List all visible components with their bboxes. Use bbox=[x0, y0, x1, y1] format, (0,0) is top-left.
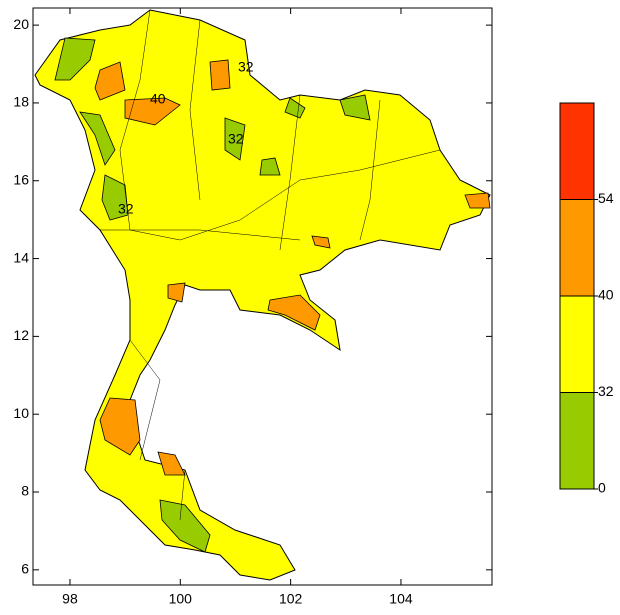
orange-zone bbox=[167, 282, 186, 303]
y-tick-label: 18 bbox=[13, 94, 29, 110]
orange-zone bbox=[157, 451, 186, 476]
contour-label: 32 bbox=[118, 201, 134, 217]
orange-zone bbox=[267, 294, 321, 331]
contour-label: 32 bbox=[228, 131, 244, 147]
contour-label: 32 bbox=[238, 59, 254, 75]
x-tick-label: 102 bbox=[279, 591, 303, 607]
legend-label: 32 bbox=[598, 383, 614, 399]
legend-swatch bbox=[559, 392, 595, 490]
orange-zone bbox=[94, 61, 126, 101]
y-tick-label: 20 bbox=[13, 16, 29, 32]
green-zone bbox=[54, 37, 96, 81]
orange-zone bbox=[124, 97, 181, 126]
legend-label: 40 bbox=[598, 287, 614, 303]
y-tick-label: 10 bbox=[13, 405, 29, 421]
y-tick-label: 8 bbox=[21, 483, 29, 499]
y-tick-label: 14 bbox=[13, 249, 29, 265]
contour-label: 40 bbox=[150, 91, 166, 107]
green-zone bbox=[259, 157, 281, 176]
green-zone bbox=[159, 499, 211, 553]
orange-zone bbox=[209, 59, 231, 91]
x-tick-label: 100 bbox=[169, 591, 193, 607]
legend-swatch bbox=[559, 295, 595, 393]
green-zone bbox=[101, 174, 129, 221]
orange-zone bbox=[99, 397, 141, 456]
orange-zone bbox=[311, 235, 331, 249]
x-tick-label: 104 bbox=[389, 591, 413, 607]
legend-swatch bbox=[559, 199, 595, 297]
green-zone bbox=[339, 94, 371, 121]
green-zone bbox=[79, 111, 116, 166]
legend-label: 0 bbox=[598, 480, 606, 496]
province-borders bbox=[100, 9, 441, 521]
country-outline bbox=[34, 9, 491, 581]
green-zone bbox=[284, 97, 306, 119]
land bbox=[34, 9, 491, 581]
y-tick-label: 16 bbox=[13, 171, 29, 187]
y-tick-label: 12 bbox=[13, 327, 29, 343]
y-tick-label: 6 bbox=[21, 561, 29, 577]
legend-swatch bbox=[559, 102, 595, 200]
orange-zone bbox=[464, 192, 491, 209]
legend-label: 54 bbox=[598, 190, 614, 206]
x-tick-label: 98 bbox=[62, 591, 78, 607]
green-zone bbox=[224, 117, 246, 161]
